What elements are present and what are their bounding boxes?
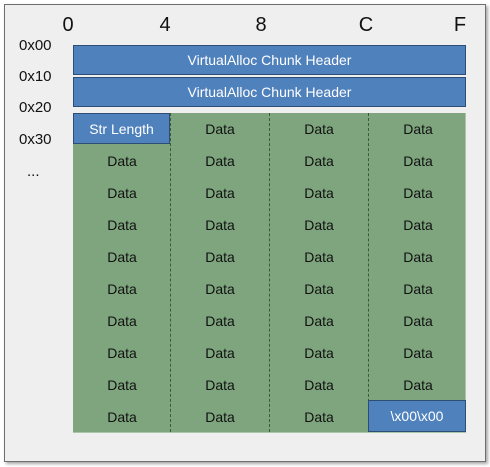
row-label-0x00: 0x00 [19, 37, 52, 54]
data-cell: Data [205, 153, 235, 169]
chunk-header-2: VirtualAlloc Chunk Header [73, 77, 466, 107]
data-cell: Data [304, 153, 334, 169]
data-cell: Data [403, 217, 433, 233]
str-length-label: Str Length [89, 120, 154, 137]
null-terminator-cell: \x00\x00 [368, 400, 466, 432]
data-cell: Data [304, 121, 334, 137]
data-cell: Data [304, 345, 334, 361]
chunk-header-label: VirtualAlloc Chunk Header [187, 84, 352, 100]
data-cell: Data [205, 281, 235, 297]
column-label-8: 8 [255, 14, 267, 36]
column-label-f: F [453, 14, 467, 36]
data-cell: Data [304, 377, 334, 393]
chunk-header-1: VirtualAlloc Chunk Header [73, 45, 466, 75]
data-cell: Data [403, 377, 433, 393]
data-cell: Data [304, 313, 334, 329]
data-cell: Data [205, 217, 235, 233]
data-cell: Data [205, 345, 235, 361]
data-cell: Data [304, 281, 334, 297]
data-cell: Data [205, 185, 235, 201]
data-grid: Data Data Data Data Data Data Data Data Data Data… [73, 113, 466, 433]
row-label-0x20: 0x20 [19, 99, 52, 116]
data-cell: Data [107, 185, 137, 201]
null-terminator-label: \x00\x00 [390, 408, 444, 424]
data-cell: Data [304, 249, 334, 265]
data-cell: Data [304, 217, 334, 233]
data-cell: Data [304, 185, 334, 201]
row-label-ellipsis: ... [27, 163, 40, 180]
column-label-c: C [358, 14, 374, 36]
column-label-0: 0 [62, 14, 74, 36]
column-label-4: 4 [159, 14, 171, 36]
data-cell: Data [403, 121, 433, 137]
data-cell: Data [205, 409, 235, 425]
data-cell: Data [107, 313, 137, 329]
data-cell: Data [403, 185, 433, 201]
data-cell: Data [403, 153, 433, 169]
data-cell: Data [205, 121, 235, 137]
data-cell: Data [107, 281, 137, 297]
data-cell: Data [107, 217, 137, 233]
str-length-cell: Str Length [73, 113, 170, 144]
chunk-header-label: VirtualAlloc Chunk Header [187, 52, 352, 68]
memory-layout-diagram: 0 4 8 C F 0x00 0x10 0x20 0x30 ... Virtua… [4, 4, 486, 462]
row-label-0x10: 0x10 [19, 68, 52, 85]
data-cell: Data [107, 153, 137, 169]
row-label-0x30: 0x30 [19, 131, 52, 148]
data-cell: Data [205, 249, 235, 265]
data-cell: Data [403, 345, 433, 361]
data-cell: Data [107, 249, 137, 265]
column-divider [170, 113, 171, 432]
column-divider [269, 113, 270, 432]
data-cell: Data [107, 409, 137, 425]
data-cell: Data [205, 313, 235, 329]
data-cell: Data [403, 281, 433, 297]
data-cell: Data [403, 249, 433, 265]
data-cell: Data [403, 313, 433, 329]
data-cell: Data [107, 377, 137, 393]
column-divider [368, 113, 369, 432]
data-cell: Data [304, 409, 334, 425]
data-cell: Data [205, 377, 235, 393]
data-cell: Data [107, 345, 137, 361]
